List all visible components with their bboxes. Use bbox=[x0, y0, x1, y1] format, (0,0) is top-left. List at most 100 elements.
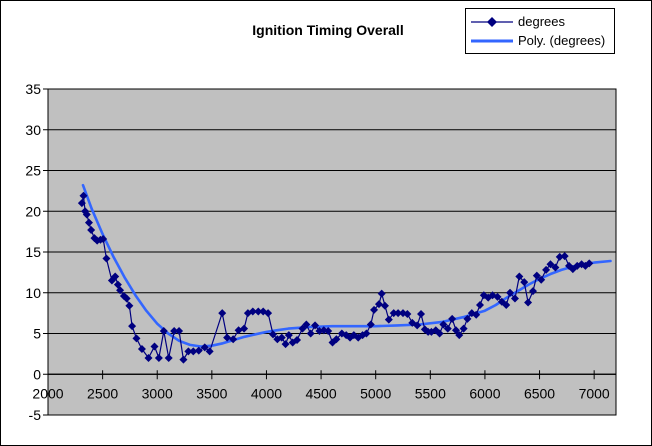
y-tick-label: 5 bbox=[33, 326, 41, 342]
diamond-marker bbox=[362, 329, 371, 338]
diamond-marker bbox=[179, 355, 188, 364]
diamond-marker bbox=[476, 300, 485, 309]
diamond-marker bbox=[520, 278, 529, 287]
x-tick-label: 3000 bbox=[142, 385, 173, 401]
diamond-marker bbox=[248, 307, 257, 316]
diamond-marker bbox=[394, 309, 403, 318]
diamond-marker bbox=[302, 320, 311, 329]
diamond-marker bbox=[332, 335, 341, 344]
diamond-marker bbox=[159, 327, 168, 336]
diamond-marker bbox=[132, 334, 141, 343]
diamond-marker bbox=[532, 271, 541, 280]
diamond-marker bbox=[417, 309, 426, 318]
diamond-marker bbox=[555, 252, 564, 261]
diamond-marker bbox=[493, 292, 502, 301]
diamond-marker bbox=[82, 210, 91, 219]
plot-border bbox=[47, 88, 617, 416]
diamond-marker bbox=[164, 353, 173, 362]
diamond-marker bbox=[223, 333, 232, 342]
x-tick-label: 6500 bbox=[524, 385, 555, 401]
diamond-marker bbox=[154, 353, 163, 362]
diamond-marker bbox=[366, 320, 375, 329]
diamond-marker bbox=[546, 260, 555, 269]
diamond-marker bbox=[524, 298, 533, 307]
diamond-marker bbox=[77, 199, 86, 208]
diamond-marker bbox=[87, 225, 96, 234]
diamond-marker bbox=[79, 191, 88, 200]
diamond-marker bbox=[281, 340, 290, 349]
y-tick-label: 0 bbox=[33, 366, 41, 382]
diamond-marker bbox=[205, 347, 214, 356]
y-tick-label: 10 bbox=[25, 285, 41, 301]
x-tick-label: 6000 bbox=[469, 385, 500, 401]
diamond-marker bbox=[472, 310, 481, 319]
diamond-marker bbox=[463, 314, 472, 323]
diamond-marker bbox=[380, 301, 389, 310]
legend: degrees Poly. (degrees) bbox=[465, 8, 615, 54]
diamond-marker bbox=[194, 346, 203, 355]
diamond-marker bbox=[170, 327, 179, 336]
diamond-marker bbox=[377, 289, 386, 298]
y-axis: -5 0 5 10 15 20 25 30 35 bbox=[25, 81, 48, 423]
diamond-marker bbox=[443, 324, 452, 333]
diamond-marker bbox=[413, 321, 422, 330]
diamond-marker bbox=[306, 329, 315, 338]
y-tick-label: -5 bbox=[29, 407, 42, 423]
diamond-marker bbox=[229, 335, 238, 344]
x-axis: 2000 2500 3000 3500 4000 4500 5000 5500 6000 6500… bbox=[32, 370, 616, 401]
diamond-marker bbox=[502, 300, 511, 309]
x-tick-label: 4500 bbox=[305, 385, 336, 401]
diamond-marker bbox=[116, 286, 125, 295]
diamond-marker bbox=[324, 327, 333, 336]
y-tick-label: 15 bbox=[25, 244, 41, 260]
chart-title: Ignition Timing Overall bbox=[252, 22, 404, 38]
series-degrees-markers bbox=[77, 191, 594, 364]
trendline-poly bbox=[81, 183, 612, 348]
diamond-marker bbox=[510, 294, 519, 303]
diamond-marker bbox=[284, 331, 293, 340]
x-tick-label: 5500 bbox=[415, 385, 446, 401]
legend-label-poly: Poly. (degrees) bbox=[518, 33, 606, 48]
legend-item-poly: Poly. (degrees) bbox=[470, 31, 612, 50]
diamond-marker bbox=[435, 329, 444, 338]
diamond-marker bbox=[150, 342, 159, 351]
x-tick-label: 2500 bbox=[87, 385, 118, 401]
x-tick-label: 3500 bbox=[196, 385, 227, 401]
diamond-marker bbox=[551, 263, 560, 272]
diamond-marker bbox=[111, 272, 120, 281]
diamond-marker bbox=[389, 309, 398, 318]
diamond-marker bbox=[269, 330, 278, 339]
diamond-marker bbox=[370, 305, 379, 314]
diamond-marker bbox=[254, 307, 263, 316]
diamond-marker bbox=[585, 259, 594, 268]
diamond-marker bbox=[99, 234, 108, 243]
diamond-marker bbox=[439, 320, 448, 329]
y-tick-label: 35 bbox=[25, 81, 41, 97]
diamond-marker bbox=[137, 344, 146, 353]
diamond-marker bbox=[528, 287, 537, 296]
x-tick-label: 7000 bbox=[579, 385, 610, 401]
x-tick-label: 5000 bbox=[360, 385, 391, 401]
trendline-sample-icon bbox=[471, 39, 513, 43]
diamond-marker bbox=[144, 353, 153, 362]
diamond-marker bbox=[240, 324, 249, 333]
legend-label-degrees: degrees bbox=[518, 14, 565, 29]
diamond-marker-line-icon bbox=[471, 17, 513, 27]
diamond-marker bbox=[459, 324, 468, 333]
y-tick-label: 30 bbox=[25, 122, 41, 138]
diamond-marker bbox=[560, 252, 569, 261]
legend-item-degrees: degrees bbox=[470, 12, 612, 31]
diamond-marker bbox=[264, 309, 273, 318]
diamond-marker bbox=[384, 315, 393, 324]
diamond-marker bbox=[84, 218, 93, 227]
diamond-marker bbox=[184, 347, 193, 356]
diamond-marker bbox=[451, 326, 460, 335]
diamond-marker bbox=[189, 347, 198, 356]
diamond-marker bbox=[542, 265, 551, 274]
y-tick-label: 20 bbox=[25, 203, 41, 219]
diamond-marker bbox=[506, 288, 515, 297]
y-tick-label: 25 bbox=[25, 163, 41, 179]
diamond-marker bbox=[122, 294, 131, 303]
